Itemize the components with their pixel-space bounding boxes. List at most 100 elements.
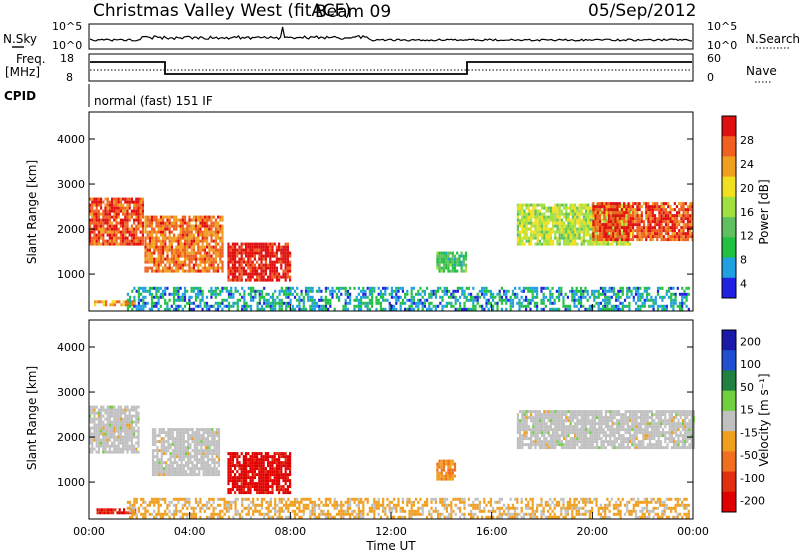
data-cell [448, 289, 451, 293]
data-cell [271, 266, 274, 270]
data-cell [168, 233, 171, 237]
data-cell [648, 298, 651, 302]
data-cell [155, 292, 158, 296]
data-cell [641, 301, 644, 305]
data-cell [124, 236, 127, 240]
data-cell [658, 226, 661, 230]
data-cell [674, 301, 677, 305]
data-cell [604, 289, 607, 293]
data-cell [148, 512, 151, 516]
data-cell [267, 245, 270, 249]
data-cell [89, 438, 92, 442]
data-cell [95, 429, 98, 433]
data-cell [658, 235, 661, 239]
data-cell [202, 461, 205, 465]
data-cell [206, 452, 210, 456]
data-cell [549, 292, 552, 296]
data-cell [179, 286, 182, 290]
data-cell [164, 248, 167, 252]
data-cell [251, 452, 254, 456]
data-cell [614, 220, 617, 224]
data-cell [273, 452, 276, 456]
data-cell [231, 242, 234, 246]
data-cell [215, 446, 218, 450]
data-cell [598, 226, 602, 230]
data-cell [538, 227, 541, 231]
data-cell [91, 236, 94, 240]
data-cell [108, 426, 111, 430]
data-cell [594, 235, 597, 239]
data-cell [111, 441, 114, 445]
data-cell [203, 257, 206, 261]
data-cell [189, 437, 192, 441]
data-cell [315, 304, 319, 308]
data-cell [188, 236, 191, 240]
data-cell [153, 497, 156, 501]
data-cell [689, 220, 692, 224]
data-cell [151, 221, 154, 225]
data-cell [137, 301, 140, 305]
data-cell [179, 239, 182, 243]
data-cell [168, 242, 171, 246]
data-cell [204, 452, 207, 456]
data-cell [623, 238, 626, 242]
data-cell [375, 301, 378, 305]
data-cell [536, 203, 539, 207]
data-cell [236, 455, 239, 459]
data-cell [203, 224, 206, 228]
data-cell [282, 464, 285, 468]
data-cell [286, 248, 289, 252]
data-cell [647, 211, 650, 215]
data-cell [465, 295, 468, 299]
data-cell [155, 266, 158, 270]
data-cell [190, 230, 193, 234]
data-cell [278, 289, 281, 293]
data-cell [113, 435, 116, 439]
data-cell [652, 307, 655, 311]
nsky-tick-top: 10^5 [52, 20, 82, 33]
data-cell [137, 298, 140, 302]
data-cell [158, 461, 161, 465]
data-cell [481, 289, 484, 293]
data-cell [686, 232, 690, 236]
data-cell [168, 257, 171, 261]
data-cell [227, 272, 230, 276]
data-cell [605, 232, 608, 236]
data-cell [97, 447, 100, 451]
data-cell [514, 286, 517, 290]
data-cell [97, 441, 100, 445]
data-cell [179, 227, 182, 231]
data-cell [234, 289, 237, 293]
data-cell [198, 440, 201, 444]
data-cell [179, 497, 182, 501]
data-cell [177, 500, 180, 504]
data-cell [199, 257, 202, 261]
data-cell [472, 295, 475, 299]
data-cell [465, 286, 468, 290]
data-cell [184, 218, 187, 222]
data-cell [249, 491, 252, 495]
data-cell [271, 292, 275, 296]
data-cell [89, 441, 92, 445]
data-cell [214, 245, 217, 249]
data-cell [582, 295, 585, 299]
data-cell [566, 307, 569, 311]
data-cell [119, 435, 122, 439]
data-cell [124, 215, 127, 219]
data-cell [205, 506, 209, 510]
data-cell [594, 214, 597, 218]
data-cell [609, 220, 613, 224]
data-cell [647, 202, 650, 206]
data-cell [620, 221, 623, 225]
data-cell [181, 260, 184, 264]
data-cell [280, 455, 283, 459]
data-cell [296, 304, 299, 308]
data-cell [649, 235, 652, 239]
data-cell [667, 220, 670, 224]
data-cell [107, 508, 110, 512]
data-cell [578, 230, 581, 234]
data-cell [193, 434, 196, 438]
data-cell [587, 230, 590, 234]
data-cell [211, 452, 214, 456]
data-cell [516, 221, 519, 225]
